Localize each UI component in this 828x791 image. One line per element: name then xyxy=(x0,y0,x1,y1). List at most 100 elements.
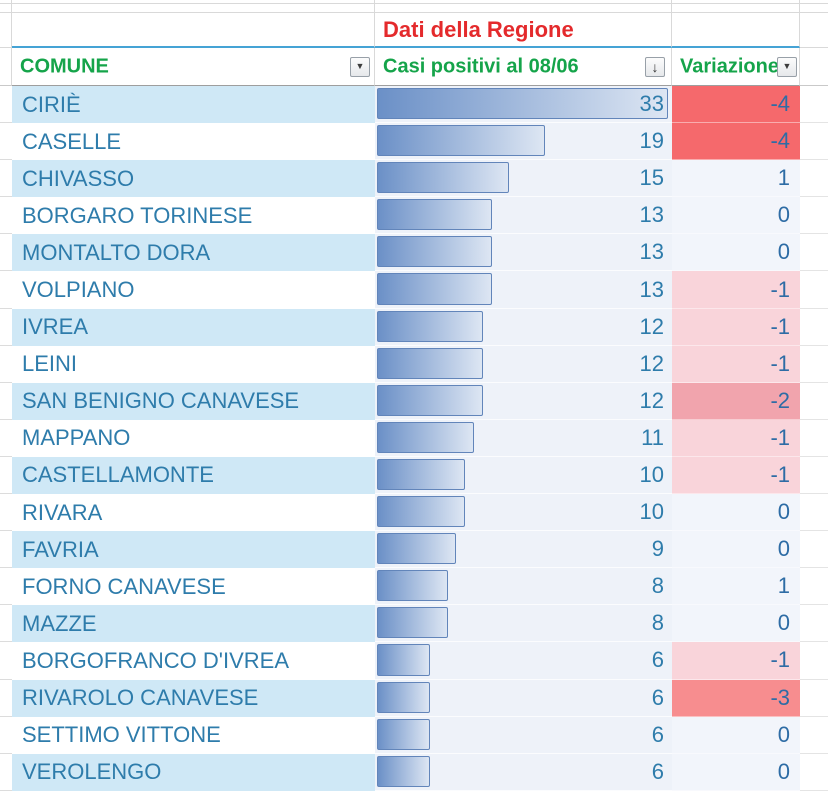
row-margin-cell[interactable] xyxy=(800,494,828,532)
variazione-cell[interactable]: 1 xyxy=(672,568,800,606)
variazione-cell[interactable]: 0 xyxy=(672,753,800,791)
variazione-cell[interactable]: -4 xyxy=(672,123,800,161)
variazione-cell[interactable]: 0 xyxy=(672,197,800,235)
cell-filler[interactable] xyxy=(0,4,12,13)
variazione-cell[interactable]: -1 xyxy=(672,345,800,383)
row-margin-cell[interactable] xyxy=(800,383,828,420)
casi-cell[interactable]: 19 xyxy=(375,123,672,161)
cell-filler[interactable] xyxy=(0,48,12,86)
comune-cell[interactable]: LEINI xyxy=(12,345,375,383)
row-margin-cell[interactable] xyxy=(800,568,828,606)
row-margin-cell[interactable] xyxy=(800,531,828,569)
row-margin-cell[interactable] xyxy=(0,271,12,309)
casi-cell[interactable]: 12 xyxy=(375,382,672,420)
row-margin-cell[interactable] xyxy=(0,494,12,532)
cell-filler[interactable] xyxy=(672,4,800,13)
row-margin-cell[interactable] xyxy=(0,123,12,161)
comune-cell[interactable]: CASELLE xyxy=(12,123,375,161)
row-margin-cell[interactable] xyxy=(800,754,828,791)
row-margin-cell[interactable] xyxy=(0,197,12,235)
casi-cell[interactable]: 12 xyxy=(375,345,672,383)
row-margin-cell[interactable] xyxy=(800,234,828,272)
comune-cell[interactable]: MAPPANO xyxy=(12,419,375,457)
cell-filler[interactable] xyxy=(800,0,828,4)
row-margin-cell[interactable] xyxy=(0,383,12,420)
cell-filler[interactable] xyxy=(12,0,375,4)
comune-filter-button[interactable]: ▼ xyxy=(350,56,370,77)
row-margin-cell[interactable] xyxy=(0,717,12,754)
row-margin-cell[interactable] xyxy=(0,309,12,346)
variazione-cell[interactable]: -2 xyxy=(672,382,800,420)
casi-cell[interactable]: 9 xyxy=(375,531,672,569)
header-cell-comune[interactable]: COMUNE ▼ xyxy=(12,48,375,86)
row-margin-cell[interactable] xyxy=(800,309,828,346)
casi-cell[interactable]: 10 xyxy=(375,494,672,532)
comune-cell[interactable]: FORNO CANAVESE xyxy=(12,568,375,606)
row-margin-cell[interactable] xyxy=(800,160,828,198)
cell-filler[interactable] xyxy=(375,0,672,4)
cell-filler[interactable] xyxy=(672,13,800,48)
header-cell-variazione[interactable]: Variazione ▼ xyxy=(672,48,800,86)
comune-cell[interactable]: VOLPIANO xyxy=(12,271,375,309)
cell-filler[interactable] xyxy=(375,4,672,13)
comune-cell[interactable]: IVREA xyxy=(12,308,375,346)
row-margin-cell[interactable] xyxy=(800,123,828,161)
comune-cell[interactable]: MONTALTO DORA xyxy=(12,234,375,272)
variazione-cell[interactable]: -1 xyxy=(672,419,800,457)
casi-cell[interactable]: 13 xyxy=(375,197,672,235)
casi-cell[interactable]: 6 xyxy=(375,679,672,717)
variazione-cell[interactable]: 1 xyxy=(672,160,800,198)
casi-cell[interactable]: 6 xyxy=(375,753,672,791)
variazione-cell[interactable]: 0 xyxy=(672,494,800,532)
row-margin-cell[interactable] xyxy=(0,346,12,383)
variazione-cell[interactable]: 0 xyxy=(672,531,800,569)
comune-cell[interactable]: RIVAROLO CANAVESE xyxy=(12,679,375,717)
casi-sort-filter-button[interactable]: ↓ xyxy=(645,56,665,77)
cell-filler[interactable] xyxy=(800,48,828,86)
comune-cell[interactable]: RIVARA xyxy=(12,494,375,532)
cell-filler[interactable] xyxy=(672,0,800,4)
row-margin-cell[interactable] xyxy=(0,420,12,457)
cell-filler[interactable] xyxy=(12,4,375,13)
casi-cell[interactable]: 13 xyxy=(375,234,672,272)
comune-cell[interactable]: CHIVASSO xyxy=(12,160,375,198)
casi-cell[interactable]: 8 xyxy=(375,605,672,643)
row-margin-cell[interactable] xyxy=(0,160,12,198)
comune-cell[interactable]: VEROLENGO xyxy=(12,753,375,791)
row-margin-cell[interactable] xyxy=(0,234,12,272)
row-margin-cell[interactable] xyxy=(800,271,828,309)
casi-cell[interactable]: 6 xyxy=(375,642,672,680)
row-margin-cell[interactable] xyxy=(0,642,12,680)
variazione-cell[interactable]: -4 xyxy=(672,86,800,124)
comune-cell[interactable]: CIRIÈ xyxy=(12,86,375,124)
cell-region-title[interactable]: Dati della Regione xyxy=(375,13,672,48)
variazione-filter-button[interactable]: ▼ xyxy=(777,56,797,77)
comune-cell[interactable]: BORGARO TORINESE xyxy=(12,197,375,235)
casi-cell[interactable]: 12 xyxy=(375,308,672,346)
row-margin-cell[interactable] xyxy=(800,86,828,124)
casi-cell[interactable]: 11 xyxy=(375,419,672,457)
comune-cell[interactable]: FAVRIA xyxy=(12,531,375,569)
row-margin-cell[interactable] xyxy=(0,754,12,791)
comune-cell[interactable]: BORGOFRANCO D'IVREA xyxy=(12,642,375,680)
row-margin-cell[interactable] xyxy=(800,680,828,717)
casi-cell[interactable]: 33 xyxy=(375,86,672,124)
row-margin-cell[interactable] xyxy=(800,457,828,495)
comune-cell[interactable]: CASTELLAMONTE xyxy=(12,456,375,495)
row-margin-cell[interactable] xyxy=(800,346,828,383)
cell-filler[interactable] xyxy=(0,13,12,48)
casi-cell[interactable]: 13 xyxy=(375,271,672,309)
row-margin-cell[interactable] xyxy=(0,457,12,495)
casi-cell[interactable]: 6 xyxy=(375,716,672,754)
casi-cell[interactable]: 8 xyxy=(375,568,672,606)
variazione-cell[interactable]: -1 xyxy=(672,642,800,680)
cell-filler[interactable] xyxy=(800,13,828,48)
casi-cell[interactable]: 10 xyxy=(375,456,672,495)
variazione-cell[interactable]: -3 xyxy=(672,679,800,717)
variazione-cell[interactable]: -1 xyxy=(672,456,800,495)
row-margin-cell[interactable] xyxy=(0,86,12,124)
casi-cell[interactable]: 15 xyxy=(375,160,672,198)
row-margin-cell[interactable] xyxy=(800,197,828,235)
variazione-cell[interactable]: 0 xyxy=(672,234,800,272)
header-cell-casi[interactable]: Casi positivi al 08/06 ↓ xyxy=(375,48,672,86)
